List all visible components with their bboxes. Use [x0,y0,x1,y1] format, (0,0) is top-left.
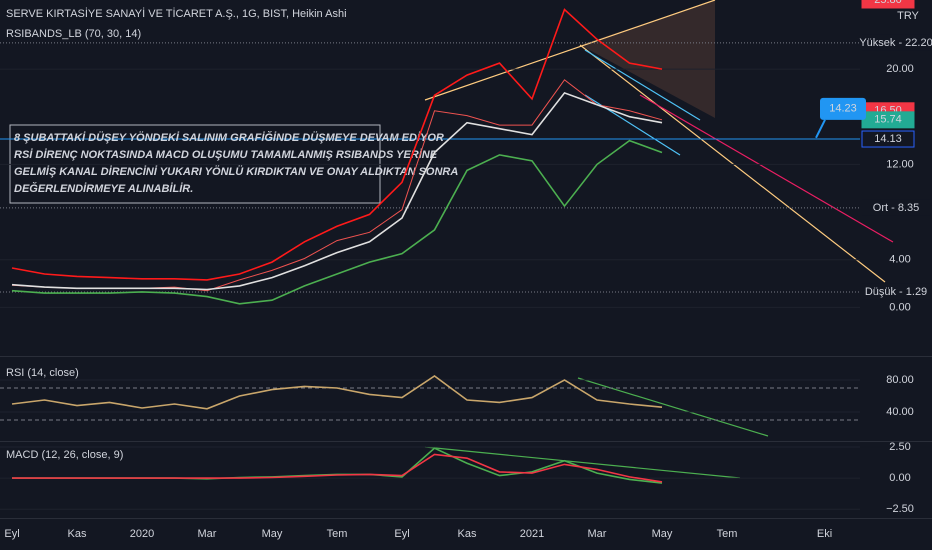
series-line [12,453,663,483]
x-tick-label: 2021 [520,528,544,540]
chart-title: SERVE KIRTASİYE SANAYİ VE TİCARET A.Ş., … [6,7,347,20]
price-marker-label: 15.74 [874,114,902,126]
drawing-zone [580,0,715,118]
y-tick-label: −2.50 [886,503,914,515]
x-tick-label: Tem [327,528,348,540]
trend-line [639,94,894,243]
annotation-text: RSİ DİRENÇ NOKTASINDA MACD OLUŞUMU TAMAM… [14,148,438,161]
level-label: Ort - 8.35 [873,202,919,214]
level-label-bg [862,283,930,300]
series-line [11,139,663,305]
x-tick-label: Kas [68,528,87,540]
level-label-bg [862,199,930,216]
annotation-text: GELMİŞ KANAL DİRENCİNİ YUKARI YÖNLÜ KIRD… [14,165,458,178]
price-marker [861,0,915,9]
series-line [11,91,663,291]
y-tick-label: 2.50 [889,441,910,453]
x-tick-label: May [262,528,283,540]
trend-line [579,44,886,283]
annotation-text: 8 ŞUBATTAKİ DÜŞEY YÖNDEKİ SALINIM GRAFİĞ… [14,131,444,144]
price-marker [861,111,915,129]
trend-line [424,0,716,101]
level-label: Düşük - 1.29 [865,286,927,298]
macd-trend-line [424,446,741,479]
price-marker-label: 25.80 [874,0,902,6]
x-tick-label: Eki [817,528,832,540]
callout-label: 14.23 [829,103,857,115]
x-tick-label: May [652,528,673,540]
level-label: Yüksek - 22.20 [859,37,932,49]
macd-title: MACD (12, 26, close, 9) [6,449,123,461]
callout [820,97,866,120]
level-label-bg [862,34,930,51]
series-line [11,8,663,281]
x-tick-label: 2020 [130,528,154,540]
price-marker-label: 14.13 [874,133,902,145]
x-tick-label: Tem [717,528,738,540]
y-tick-label: 0.00 [889,472,910,484]
rsi-title: RSI (14, close) [6,367,79,379]
y-tick-label: 12.00 [886,158,914,170]
annotation-text: DEĞERLENDİRMEYE ALINABİLİR. [14,182,193,195]
channel-line [584,49,701,121]
price-marker [861,130,915,148]
x-tick-label: Mar [198,528,217,540]
y-tick-label: 40.00 [886,406,914,418]
y-tick-label: 4.00 [889,254,910,266]
x-tick-label: Eyl [394,528,409,540]
y-tick-label: 80.00 [886,374,914,386]
series-line [11,375,663,410]
x-tick-label: Mar [588,528,607,540]
currency: TRY [897,10,919,22]
y-tick-label: 20.00 [886,63,914,75]
callout-pointer [815,119,826,139]
y-tick-label: 0.00 [889,301,910,313]
indicator-title: RSIBANDS_LB (70, 30, 14) [6,28,141,40]
x-tick-label: Kas [458,528,477,540]
x-tick-label: Eyl [4,528,19,540]
